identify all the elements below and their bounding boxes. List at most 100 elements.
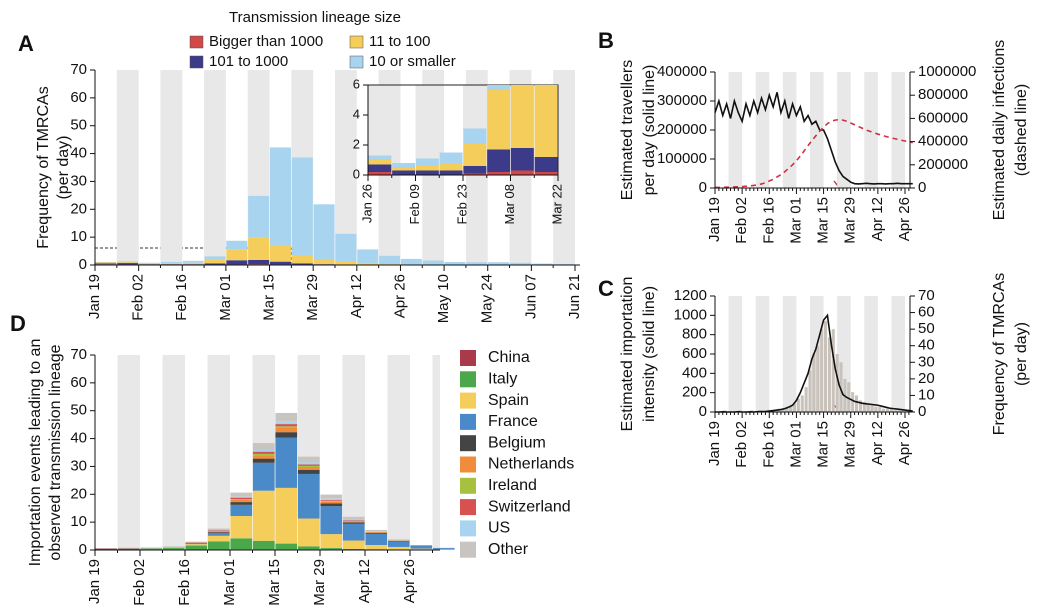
bar <box>117 261 139 263</box>
x-tick-label: Feb 02 <box>131 559 148 606</box>
week-band <box>117 355 140 550</box>
bar <box>291 254 313 264</box>
bar <box>297 462 320 465</box>
bar <box>185 541 208 543</box>
bar <box>342 519 365 521</box>
x-tick-label: May 24 <box>479 274 496 323</box>
bar <box>851 392 855 412</box>
bar <box>535 0 558 67</box>
y-tick-label: 50 <box>70 402 87 419</box>
bar <box>796 398 800 412</box>
bar <box>248 237 270 260</box>
line <box>715 118 913 189</box>
bar <box>368 164 392 172</box>
line <box>714 92 913 185</box>
week-band <box>728 72 743 188</box>
y-tick-label: 40 <box>70 145 87 162</box>
y-axis-label: Estimated travellers <box>619 60 636 201</box>
bar <box>422 260 444 265</box>
legend-swatch <box>460 413 476 430</box>
bar <box>509 262 531 265</box>
bar <box>252 458 275 463</box>
legend-label: Other <box>488 541 529 558</box>
legend-label: Spain <box>488 392 529 409</box>
legend-swatch <box>460 477 476 494</box>
bar <box>487 85 511 90</box>
x-tick-label: Mar 01 <box>217 274 234 321</box>
bar <box>335 233 357 262</box>
x-tick-label: Apr 26 <box>391 274 408 318</box>
bar <box>95 261 117 263</box>
bar <box>804 387 808 412</box>
bar <box>230 504 253 517</box>
bar <box>901 410 905 412</box>
y-tick-label: 0 <box>699 403 707 420</box>
bar <box>342 516 365 520</box>
bar <box>230 502 253 505</box>
y2-axis-label: Estimated daily infections <box>991 40 1008 221</box>
bar <box>230 538 253 550</box>
bar <box>335 261 357 265</box>
legend-label: Bigger than 1000 <box>209 33 323 50</box>
bar <box>510 148 534 171</box>
x-tick-label: Mar 29 <box>842 421 859 468</box>
y-tick-label: 0 <box>79 256 87 273</box>
bar <box>831 329 835 412</box>
panel: 020040060080010001200010203040506070Jan … <box>598 273 1030 468</box>
bar <box>439 170 463 175</box>
bar <box>800 395 804 412</box>
y2-tick-label: 60 <box>918 304 935 321</box>
bar <box>320 498 343 501</box>
bar <box>117 547 140 549</box>
panel: 0 2 4 6 Jan 26 Feb 09 Feb 23 Mar 08 Mar 22 <box>353 0 565 224</box>
bar <box>882 408 886 412</box>
bar <box>291 263 313 265</box>
bar <box>342 521 365 522</box>
y-tick-label: 6 <box>353 76 360 91</box>
panel-label: A <box>18 31 34 56</box>
legend-label: 101 to 1000 <box>209 53 288 70</box>
marks <box>368 0 558 175</box>
x-tick-label: Mar 15 <box>261 274 278 321</box>
y-tick-label: 800 <box>682 326 707 343</box>
y-tick-label: 30 <box>70 457 87 474</box>
bar <box>854 395 859 412</box>
y-tick-label: 30 <box>70 172 87 189</box>
bar <box>160 263 182 265</box>
bar <box>400 258 422 265</box>
x-tick-label: Apr 26 <box>896 197 913 241</box>
bar <box>410 544 433 546</box>
bar <box>487 89 511 150</box>
x-tick-label: Feb 16 <box>760 197 777 244</box>
bar <box>839 362 843 412</box>
bar <box>95 548 118 550</box>
marks <box>95 412 455 550</box>
bar <box>162 546 185 548</box>
bar <box>387 541 410 547</box>
bar <box>275 487 298 544</box>
y-tick-label: 400000 <box>657 63 707 80</box>
legend-swatch <box>349 35 364 49</box>
week-band <box>342 355 365 550</box>
x-tick-label: Jan 19 <box>706 421 723 466</box>
marks <box>714 92 913 189</box>
bar <box>252 540 275 550</box>
bar <box>182 260 204 263</box>
y-tick-label: 60 <box>70 374 87 391</box>
bar <box>204 259 226 264</box>
bar <box>487 172 511 175</box>
legend-swatch <box>460 371 476 388</box>
x-tick-label: Jun 21 <box>566 274 583 319</box>
y-tick-label: 4 <box>353 106 360 121</box>
y-tick-label: 60 <box>70 89 87 106</box>
bar <box>204 256 226 260</box>
week-band <box>553 70 575 265</box>
panel-label: C <box>598 276 614 301</box>
legend-label: Netherlands <box>488 456 574 473</box>
bar <box>847 382 851 412</box>
bar <box>230 499 253 503</box>
bar <box>269 244 291 262</box>
bar <box>410 548 433 550</box>
bar <box>297 473 320 519</box>
panel-label: B <box>598 28 614 53</box>
